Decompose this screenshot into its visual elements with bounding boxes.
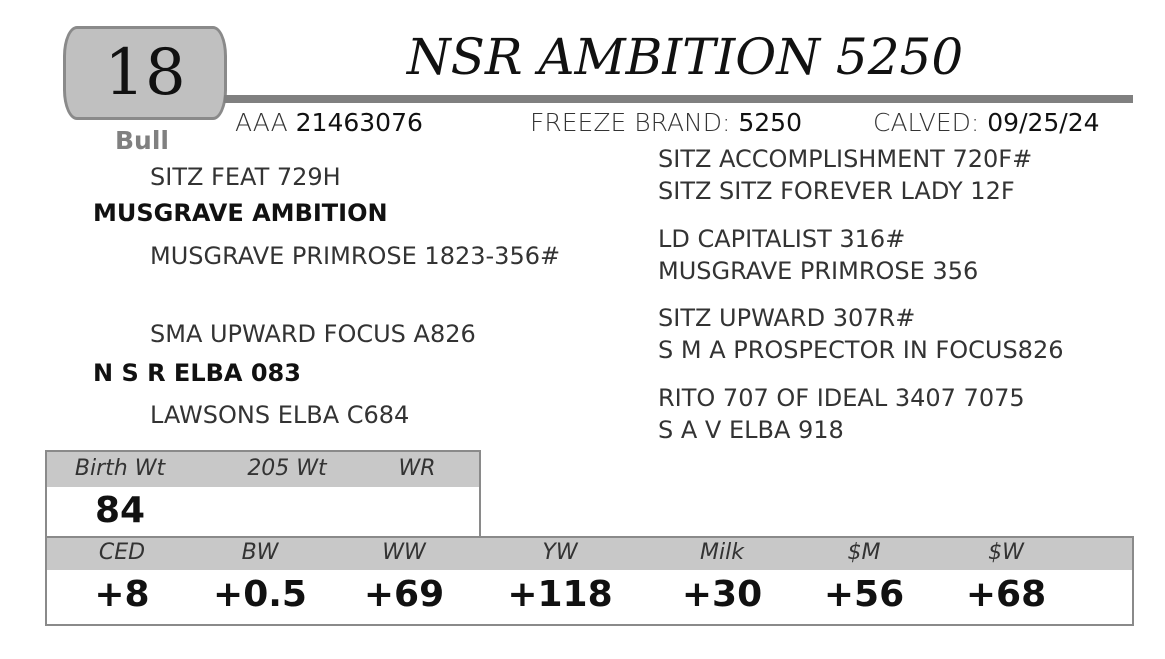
registration-number: 21463076 — [295, 108, 423, 137]
value-yw: +118 — [507, 574, 613, 615]
header-205-wt: 205 Wt — [247, 456, 327, 481]
epd-header — [47, 538, 1132, 570]
value-milk: +30 — [681, 574, 763, 615]
header-ww: WW — [382, 540, 426, 565]
value-birth-wt: 84 — [94, 490, 146, 531]
calved-date: 09/25/24 — [987, 108, 1100, 137]
sd-sire: LD CAPITALIST 316# — [658, 225, 906, 253]
lot-number-badge: 18 — [63, 26, 227, 120]
freeze-brand: FREEZE BRAND: 5250 — [530, 108, 802, 137]
animal-name: NSR AMBITION 5250 — [406, 28, 964, 86]
performance-header — [47, 452, 479, 487]
freeze-brand-label: FREEZE BRAND: — [530, 108, 731, 137]
sex-label: Bull — [115, 126, 169, 155]
value-bw: +0.5 — [213, 574, 307, 615]
dd-sire: RITO 707 OF IDEAL 3407 7075 — [658, 384, 1025, 412]
dam-sire: SMA UPWARD FOCUS A826 — [150, 320, 476, 348]
header-dollar-m: $M — [847, 540, 881, 565]
dd-dam: S A V ELBA 918 — [658, 416, 844, 444]
header-yw: YW — [542, 540, 578, 565]
freeze-brand-value: 5250 — [738, 108, 802, 137]
header-dollar-w: $W — [988, 540, 1024, 565]
epd-table: CED BW WW YW Milk $M $W +8 +0.5 +69 +118… — [45, 536, 1134, 626]
header-milk: Milk — [700, 540, 744, 565]
sire: MUSGRAVE AMBITION — [93, 199, 388, 227]
header-wr: WR — [398, 456, 436, 481]
registration: AAA 21463076 — [235, 108, 423, 137]
sire-dam: MUSGRAVE PRIMROSE 1823-356# — [150, 242, 561, 270]
ss-dam: SITZ SITZ FOREVER LADY 12F — [658, 177, 1015, 205]
dam: N S R ELBA 083 — [93, 359, 301, 387]
header-bw: BW — [241, 540, 279, 565]
ds-sire: SITZ UPWARD 307R# — [658, 304, 916, 332]
value-dollar-m: +56 — [823, 574, 905, 615]
header-divider — [224, 95, 1133, 103]
ds-dam: S M A PROSPECTOR IN FOCUS826 — [658, 336, 1064, 364]
registration-label: AAA — [235, 108, 288, 137]
sire-sire: SITZ FEAT 729H — [150, 163, 341, 191]
header-ced: CED — [98, 540, 146, 565]
ss-sire: SITZ ACCOMPLISHMENT 720F# — [658, 145, 1033, 173]
sd-dam: MUSGRAVE PRIMROSE 356 — [658, 257, 979, 285]
calved-label: CALVED: — [873, 108, 980, 137]
value-ced: +8 — [94, 574, 150, 615]
performance-table: Birth Wt 205 Wt WR 84 — [45, 450, 481, 538]
dam-dam: LAWSONS ELBA C684 — [150, 401, 410, 429]
header-birth-wt: Birth Wt — [74, 456, 166, 481]
value-ww: +69 — [363, 574, 445, 615]
calved: CALVED: 09/25/24 — [873, 108, 1100, 137]
value-dollar-w: +68 — [965, 574, 1047, 615]
